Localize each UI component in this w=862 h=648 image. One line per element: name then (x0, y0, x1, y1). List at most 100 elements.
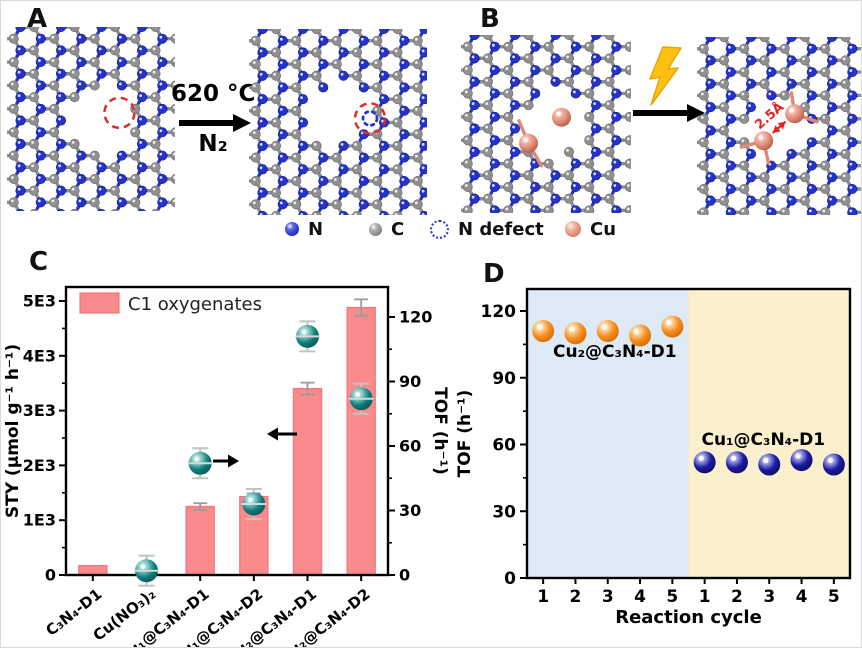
c-atom (698, 113, 709, 124)
n-atom (419, 70, 427, 81)
c-atom (170, 57, 175, 68)
c-atom (779, 90, 790, 101)
n-atom (469, 146, 480, 157)
c-atom (739, 113, 750, 124)
n-atom (116, 80, 127, 91)
n-atom (318, 59, 329, 70)
sty-bar (78, 564, 108, 576)
n-atom (725, 43, 736, 54)
c-atom (739, 160, 750, 171)
legend-label-carbon: C (391, 218, 405, 240)
x-tick-label: 5 (828, 587, 840, 607)
n-atom (848, 0, 857, 7)
n-atom (450, 0, 459, 5)
c-atom (433, 24, 442, 33)
n-atom (35, 173, 46, 184)
structure-b-before (461, 35, 631, 213)
n-atom (116, 33, 127, 44)
c-atom (352, 164, 363, 175)
y-tick-label: 0 (504, 569, 516, 589)
y-tick-label: 0 (45, 566, 56, 585)
c-atom (352, 70, 363, 81)
y-axis-label: TOF (h⁻¹) (455, 390, 475, 478)
c-atom (8, 33, 19, 44)
n-atom (847, 183, 858, 194)
c-atom (543, 205, 554, 213)
c-atom (564, 76, 575, 87)
n-atom (419, 29, 427, 34)
c-atom (231, 24, 240, 33)
n-atom (15, 162, 26, 173)
n-atom (35, 127, 46, 138)
c-atom (191, 69, 200, 78)
n-atom (570, 205, 581, 213)
c-atom (524, 241, 533, 250)
n-atom (338, 47, 349, 58)
c-atom (412, 152, 423, 163)
c-atom (433, 165, 442, 174)
n-atom (767, 21, 776, 30)
panel-c-label: C (29, 247, 49, 277)
c-atom (524, 7, 533, 16)
n-atom (137, 115, 148, 126)
n-atom (257, 187, 268, 198)
c-atom (482, 146, 493, 157)
n-atom (217, 24, 226, 33)
c-atom (211, 36, 220, 45)
c-atom (604, 35, 615, 40)
n-atom (257, 164, 268, 175)
n-atom (97, 0, 106, 8)
y-axis-label-left: STY (μmol g⁻¹ h⁻¹) (3, 344, 23, 518)
c-atom (392, 29, 403, 34)
structure-b-after: 2.5Å (697, 37, 861, 215)
n-atom (238, 59, 247, 68)
c-atom (820, 137, 831, 148)
c-atom (503, 65, 514, 76)
n-atom (379, 94, 390, 105)
c-atom (49, 33, 60, 44)
n-atom (257, 140, 268, 151)
c-atom (604, 100, 615, 111)
n-atom (570, 158, 581, 169)
y-tick-label: 1E3 (23, 511, 56, 530)
c-atom (49, 127, 60, 138)
c-atom (150, 45, 161, 56)
y-tick-label: 0 (399, 566, 410, 585)
c-atom (352, 140, 363, 151)
n-atom (827, 78, 838, 89)
c-atom (70, 0, 79, 8)
c-atom (191, 186, 200, 195)
n-atom (652, 182, 661, 191)
n-atom (277, 82, 288, 93)
n-atom (0, 198, 5, 207)
n-atom (766, 67, 777, 78)
c-atom (130, 80, 141, 91)
n-atom (198, 57, 207, 66)
c-atom (463, 0, 472, 5)
n-atom (429, 147, 438, 156)
c-atom (443, 147, 452, 156)
c-atom (250, 175, 261, 186)
n-atom (746, 37, 756, 42)
c-atom (679, 173, 688, 182)
n-atom (746, 9, 755, 18)
c-atom (821, 21, 830, 30)
n-atom (725, 67, 736, 78)
n-atom (257, 29, 268, 34)
c-atom (604, 76, 615, 87)
n-atom (652, 159, 661, 168)
c-atom (270, 117, 281, 128)
n-atom (827, 102, 838, 113)
y-tick-label: 4E3 (23, 346, 56, 365)
c-atom (412, 199, 423, 210)
n-atom (827, 125, 838, 136)
n-atom (56, 0, 65, 8)
n-atom (725, 183, 736, 194)
c-atom (311, 47, 322, 58)
n-atom (787, 9, 796, 18)
c-atom (291, 199, 302, 210)
n-atom (96, 68, 107, 79)
c-atom (231, 48, 240, 57)
n-atom (686, 138, 695, 147)
c-atom (780, 21, 789, 30)
